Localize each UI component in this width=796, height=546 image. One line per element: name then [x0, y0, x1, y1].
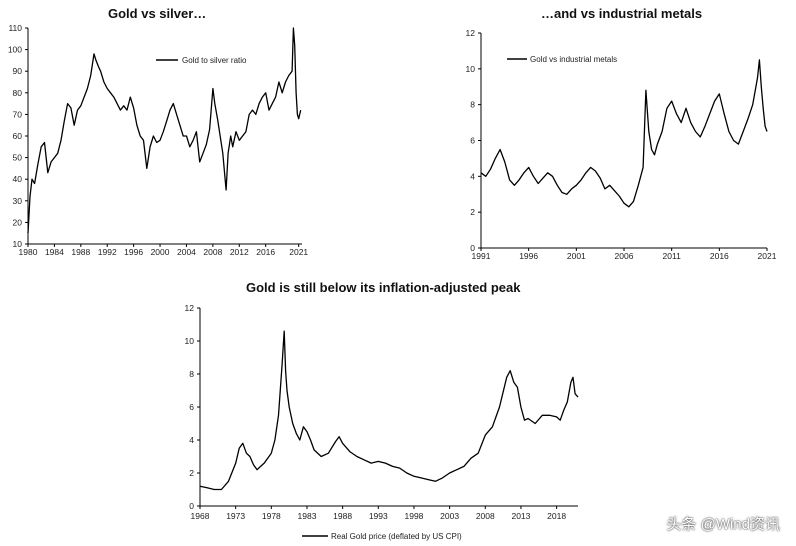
x-tick-label: 1996: [124, 247, 143, 257]
y-tick-label: 4: [470, 171, 475, 181]
y-tick-label: 6: [470, 136, 475, 146]
x-tick-label: 2021: [289, 247, 308, 257]
x-tick-label: 2016: [256, 247, 275, 257]
x-tick-label: 2016: [710, 251, 729, 261]
x-tick-label: 2008: [476, 511, 495, 521]
y-tick-label: 10: [185, 336, 195, 346]
x-tick-label: 1983: [298, 511, 317, 521]
y-tick-label: 70: [13, 109, 23, 119]
real-gold-price-chart: 0 2 4 6 8 10 12 1968 1973 1978 1983 1988 1993 1998 200…: [185, 303, 579, 541]
x-tick-label: 2003: [440, 511, 459, 521]
x-tick-label: 2011: [663, 251, 682, 261]
y-tick-label: 60: [13, 131, 23, 141]
x-tick-label: 2021: [758, 251, 777, 261]
y-tick-label: 2: [189, 468, 194, 478]
x-tick-label: 1996: [519, 251, 538, 261]
chart1-title: Gold vs silver…: [108, 6, 207, 21]
gold-vs-industrial-metals-chart: 0 2 4 6 8 10 12 1991 1996 2001 2006 2011 2016 2021 Gol…: [466, 28, 777, 261]
y-tick-label: 20: [13, 217, 23, 227]
x-tick-label: 1968: [191, 511, 210, 521]
x-tick-label: 2013: [511, 511, 530, 521]
x-tick-label: 2012: [230, 247, 249, 257]
chart2-title: …and vs industrial metals: [541, 6, 703, 21]
gold-silver-ratio-chart: 10 20 30 40 50 60 70 80 90 100 110 1980 1984 1988 1992…: [8, 23, 309, 257]
x-tick-label: 1978: [262, 511, 281, 521]
x-tick-label: 1973: [226, 511, 245, 521]
x-tick-label: 1993: [369, 511, 388, 521]
y-tick-label: 30: [13, 196, 23, 206]
x-tick-label: 1988: [71, 247, 90, 257]
y-tick-label: 8: [470, 100, 475, 110]
legend-label: Gold to silver ratio: [182, 56, 247, 65]
y-tick-label: 10: [466, 64, 476, 74]
legend-label: Real Gold price (deflated by US CPI): [331, 532, 462, 541]
x-tick-label: 2001: [567, 251, 586, 261]
series-line: [480, 59, 768, 208]
y-tick-label: 0: [189, 501, 194, 511]
y-tick-label: 12: [185, 303, 195, 313]
x-tick-label: 1998: [405, 511, 424, 521]
legend-label: Gold vs industrial metals: [530, 55, 617, 64]
y-tick-label: 0: [470, 243, 475, 253]
x-tick-label: 2006: [615, 251, 634, 261]
x-tick-label: 1991: [472, 251, 491, 261]
y-tick-label: 80: [13, 88, 23, 98]
x-tick-label: 1992: [98, 247, 117, 257]
x-tick-label: 2008: [203, 247, 222, 257]
y-tick-label: 4: [189, 435, 194, 445]
y-tick-label: 110: [8, 23, 22, 33]
x-tick-label: 2000: [151, 247, 170, 257]
x-tick-label: 2004: [177, 247, 196, 257]
watermark: 头条 @Wind资讯: [666, 516, 780, 533]
y-tick-label: 10: [13, 239, 23, 249]
x-tick-label: 1980: [19, 247, 38, 257]
y-tick-label: 12: [466, 28, 476, 38]
y-tick-label: 90: [13, 66, 23, 76]
series-line: [27, 27, 302, 234]
chart3-title: Gold is still below its inflation-adjust…: [246, 280, 521, 295]
y-tick-label: 2: [470, 207, 475, 217]
y-tick-label: 100: [8, 45, 22, 55]
x-tick-label: 1988: [333, 511, 352, 521]
series-line: [199, 330, 579, 491]
y-tick-label: 8: [189, 369, 194, 379]
x-tick-label: 2018: [547, 511, 566, 521]
x-tick-label: 1984: [45, 247, 64, 257]
y-tick-label: 6: [189, 402, 194, 412]
y-tick-label: 40: [13, 174, 23, 184]
y-tick-label: 50: [13, 153, 23, 163]
